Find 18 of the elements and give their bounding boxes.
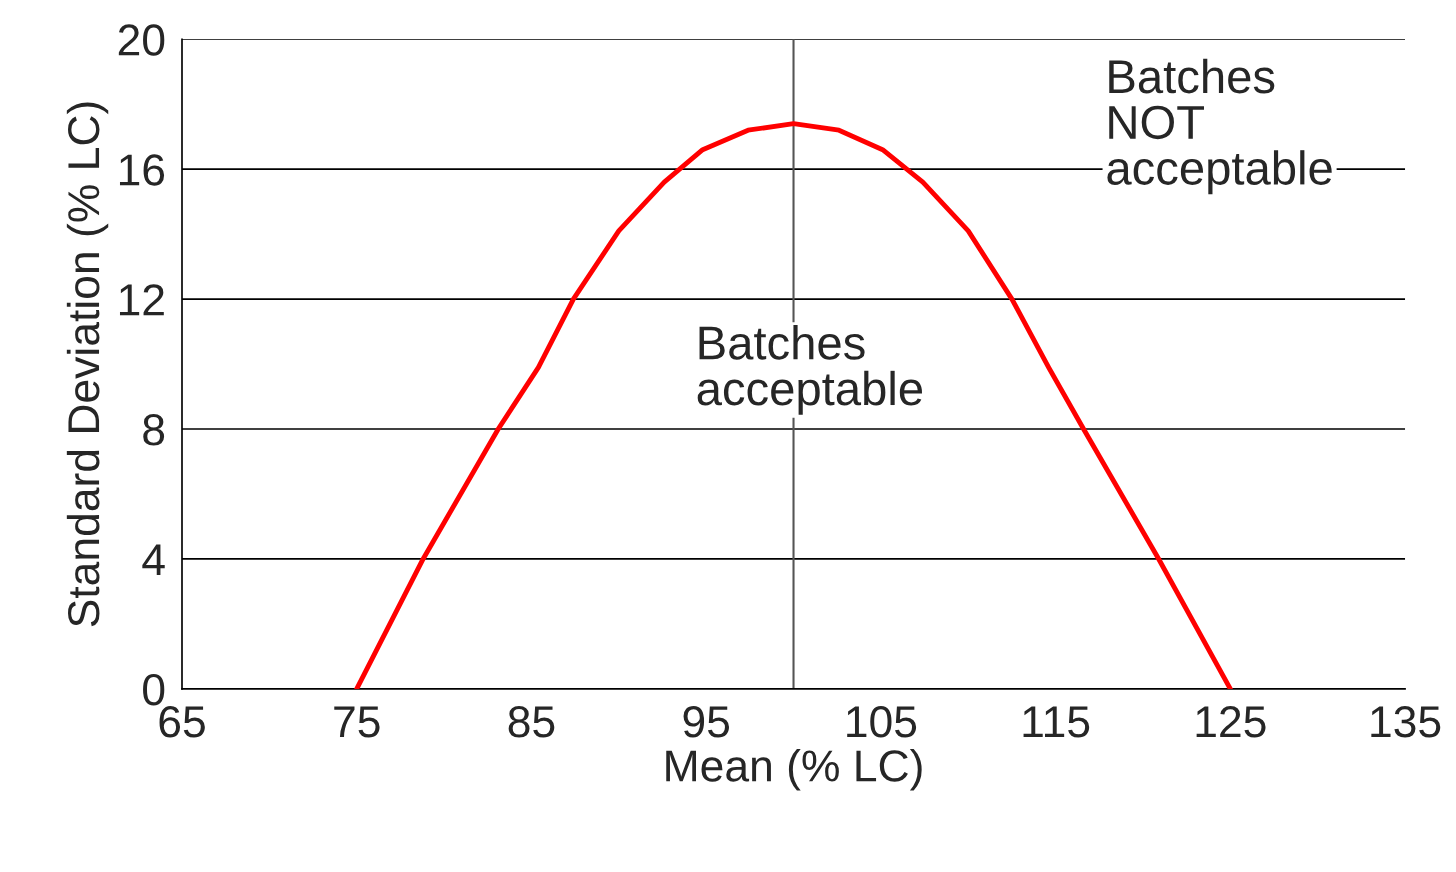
annotation: Batches acceptable (697, 325, 922, 415)
x-tick-label: 95 (683, 706, 730, 738)
annotation: Batches NOT acceptable (1107, 58, 1332, 195)
y-tick-label: 16 (119, 154, 165, 186)
y-tick-label: 0 (143, 673, 165, 706)
x-axis-title: Mean (% LC) (666, 749, 922, 791)
y-tick-label: 12 (119, 284, 164, 316)
x-tick-label: 125 (1196, 706, 1266, 738)
y-tick-label: 4 (142, 544, 165, 576)
y-tick-label: 8 (143, 414, 165, 446)
y-tick-label: 20 (118, 24, 165, 56)
x-tick-label: 135 (1371, 706, 1441, 738)
x-tick-label: 85 (508, 706, 555, 738)
x-tick-label: 75 (334, 706, 380, 738)
y-axis-title: Standard Deviation (% LC) (66, 102, 109, 627)
x-tick-label: 65 (159, 706, 205, 738)
x-tick-label: 115 (1023, 706, 1090, 738)
x-tick-label: 105 (847, 706, 917, 738)
